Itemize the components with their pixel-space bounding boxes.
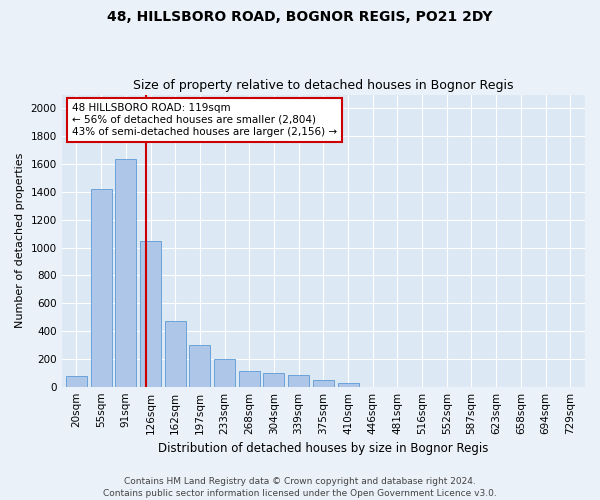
Bar — [263, 374, 284, 386]
Text: Contains HM Land Registry data © Crown copyright and database right 2024.
Contai: Contains HM Land Registry data © Crown c… — [103, 476, 497, 498]
Bar — [214, 359, 235, 386]
Title: Size of property relative to detached houses in Bognor Regis: Size of property relative to detached ho… — [133, 79, 514, 92]
Bar — [66, 376, 87, 386]
Bar — [140, 240, 161, 386]
Y-axis label: Number of detached properties: Number of detached properties — [15, 153, 25, 328]
Bar — [91, 189, 112, 386]
Text: 48 HILLSBORO ROAD: 119sqm
← 56% of detached houses are smaller (2,804)
43% of se: 48 HILLSBORO ROAD: 119sqm ← 56% of detac… — [72, 104, 337, 136]
X-axis label: Distribution of detached houses by size in Bognor Regis: Distribution of detached houses by size … — [158, 442, 488, 455]
Bar — [190, 345, 211, 387]
Bar — [115, 158, 136, 386]
Bar — [313, 380, 334, 386]
Bar — [288, 375, 309, 386]
Bar — [165, 322, 186, 386]
Bar — [239, 370, 260, 386]
Text: 48, HILLSBORO ROAD, BOGNOR REGIS, PO21 2DY: 48, HILLSBORO ROAD, BOGNOR REGIS, PO21 2… — [107, 10, 493, 24]
Bar — [338, 382, 359, 386]
